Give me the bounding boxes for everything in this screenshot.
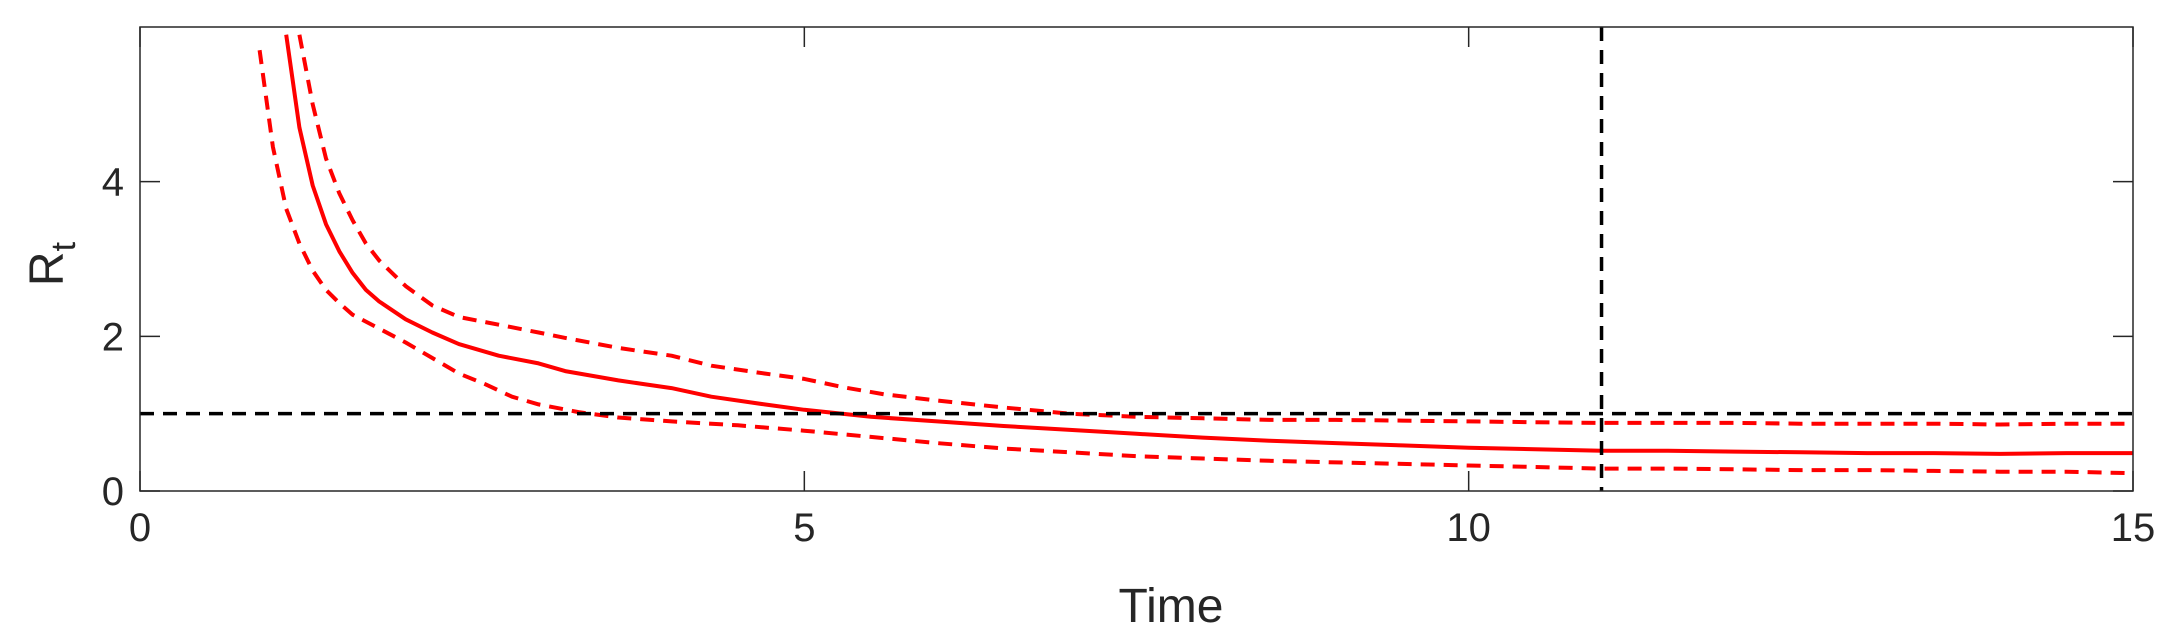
x-tick-label: 10 [1446,506,1491,550]
series-line-lower-bound [257,49,2133,476]
y-tick-label: 4 [102,161,124,205]
plot-area [257,34,2133,476]
axes: 0 5 10 15 0 2 4 [102,26,2156,550]
series-line-upper-bound [297,34,2133,427]
x-tick-label: 0 [129,506,151,550]
reference-lines [140,27,2133,491]
y-tick-label: 2 [102,315,124,359]
axes-box [139,26,2134,492]
x-tick-label: 15 [2111,506,2156,550]
y-axis-title-subscript: t [45,241,83,251]
series-line-estimate [284,34,2133,456]
y-tick-label: 0 [102,470,124,514]
x-tick-label: 5 [793,506,815,550]
y-axis-title: Rt [21,241,83,286]
x-axis-title: Time [1119,580,1224,633]
y-axis-title-main: R [21,251,74,286]
